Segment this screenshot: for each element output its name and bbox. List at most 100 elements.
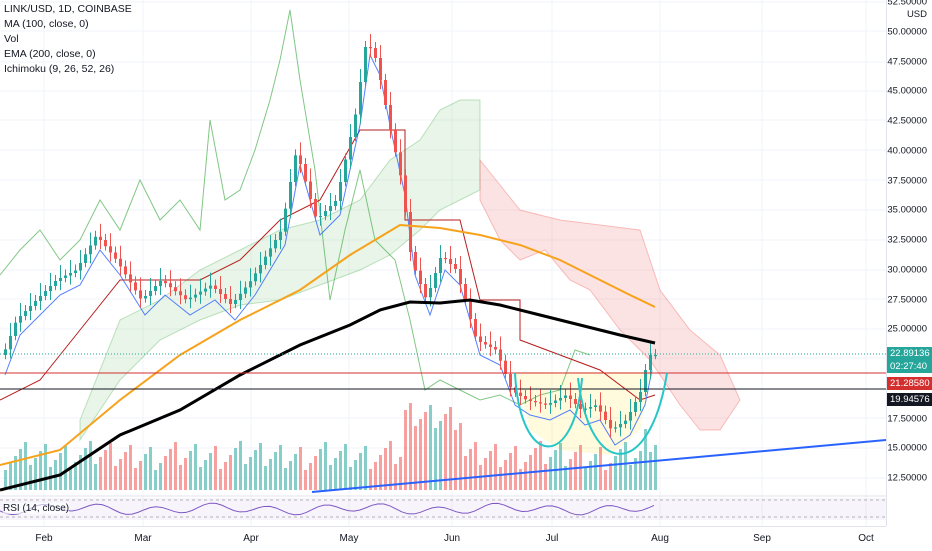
volume-bar	[24, 442, 27, 490]
candle-body	[384, 80, 387, 105]
candle-body	[639, 392, 642, 402]
price-tick-label: 50.00000	[887, 26, 927, 38]
candle-body	[454, 264, 457, 269]
rsi-line	[0, 502, 655, 516]
volume-bar	[389, 441, 392, 490]
red-level-tag: 21.28580	[887, 377, 932, 390]
volume-bar	[274, 452, 277, 490]
candle-body	[329, 206, 332, 211]
volume-bar	[564, 466, 567, 490]
candle-body	[184, 295, 187, 300]
volume-bar	[19, 449, 22, 490]
ma-indicator-label[interactable]: MA (100, close, 0)	[4, 18, 89, 30]
candle-body	[459, 269, 462, 284]
volume-bar	[574, 452, 577, 490]
candle-body	[79, 263, 82, 271]
volume-bar	[94, 464, 97, 490]
price-tick-label: 42.50000	[887, 115, 927, 127]
price-tick-label: 40.00000	[887, 145, 927, 157]
volume-bar	[374, 462, 377, 490]
volume-bar	[414, 426, 417, 490]
volume-bar	[354, 460, 357, 490]
ichimoku-indicator-label[interactable]: Ichimoku (9, 26, 52, 26)	[4, 63, 115, 75]
volume-bar	[484, 458, 487, 490]
candle-body	[509, 374, 512, 388]
rsi-indicator-label[interactable]: RSI (14, close)	[3, 503, 70, 514]
currency-label: USD	[906, 9, 927, 20]
candle-body	[644, 370, 647, 392]
ichimoku-cloud-bearish	[479, 158, 741, 431]
volume-bar	[109, 443, 112, 490]
volume-bar	[524, 462, 527, 490]
time-axis[interactable]: Feb Mar Apr May Jun Jul Aug Sep Oct	[0, 526, 886, 551]
volume-bar	[569, 459, 572, 490]
candle-body	[484, 342, 487, 345]
countdown-tag: 02:27:40	[887, 360, 932, 373]
volume-bar	[409, 403, 412, 490]
volume-indicator-label[interactable]: Vol	[4, 33, 19, 45]
candle-body	[369, 47, 372, 49]
candle-body	[424, 284, 427, 298]
volume-bar	[584, 468, 587, 490]
volume-bar	[84, 448, 87, 490]
volume-bar	[634, 458, 637, 490]
volume-bar	[159, 463, 162, 490]
volume-bar	[399, 457, 402, 490]
price-chart-canvas[interactable]	[0, 0, 886, 526]
candle-body	[579, 404, 582, 409]
candle-body	[299, 155, 302, 164]
candle-body	[619, 424, 622, 428]
volume-bar	[184, 458, 187, 490]
candle-body	[149, 291, 152, 296]
volume-bar	[129, 445, 132, 490]
candle-body	[294, 155, 297, 182]
volume-bar	[344, 444, 347, 490]
volume-bar	[189, 451, 192, 490]
volume-bar	[259, 443, 262, 490]
volume-bar	[559, 443, 562, 490]
candle-body	[99, 236, 102, 240]
volume-bar	[239, 441, 242, 490]
candle-body	[409, 212, 412, 252]
volume-bar	[534, 448, 537, 490]
candle-body	[64, 275, 67, 278]
candle-body	[414, 252, 417, 271]
time-axis-label: Aug	[651, 533, 669, 544]
volume-bar	[179, 465, 182, 490]
candle-body	[599, 405, 602, 412]
candle-body	[504, 360, 507, 374]
volume-bar	[34, 458, 37, 490]
volume-bar	[169, 449, 172, 490]
candle-body	[439, 258, 442, 273]
volume-bar	[404, 410, 407, 490]
candle-body	[494, 347, 497, 350]
ema-indicator-label[interactable]: EMA (200, close, 0)	[4, 48, 96, 60]
candle-body	[499, 349, 502, 361]
volume-bar	[214, 446, 217, 490]
candle-body	[394, 129, 397, 153]
volume-bar	[269, 459, 272, 490]
volume-bar	[369, 469, 372, 490]
volume-bar	[449, 407, 452, 490]
volume-bar	[334, 458, 337, 490]
symbol-title[interactable]: LINK/USD, 1D, COINBASE	[4, 3, 132, 15]
candle-body	[589, 407, 592, 409]
volume-bar	[289, 461, 292, 490]
cup-pattern-left-curve	[514, 372, 583, 448]
indicator-legend: LINK/USD, 1D, COINBASE MA (100, close, 0…	[4, 2, 132, 77]
volume-bar	[359, 453, 362, 490]
candle-body	[544, 403, 547, 405]
candle-body	[319, 216, 322, 218]
price-tick-label: 45.00000	[887, 85, 927, 97]
volume-bar	[519, 469, 522, 490]
time-axis-label: Feb	[35, 533, 53, 544]
time-axis-label: Apr	[243, 533, 259, 544]
volume-bar	[539, 441, 542, 490]
time-axis-label: Sep	[753, 533, 771, 544]
volume-bar	[4, 470, 7, 490]
volume-bar	[464, 456, 467, 490]
volume-bar	[549, 457, 552, 490]
volume-bar	[44, 444, 47, 490]
price-axis[interactable]: USD 52.50000 50.00000 47.50000 45.00000 42.5…	[886, 0, 932, 526]
volume-bar	[64, 446, 67, 490]
